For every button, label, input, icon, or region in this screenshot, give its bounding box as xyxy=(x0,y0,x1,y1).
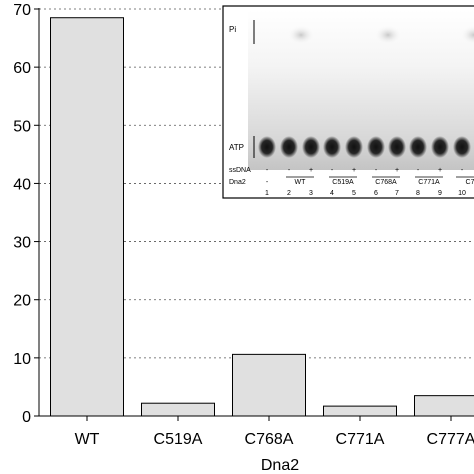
ssdna-signs: - - + - + - + - + - xyxy=(266,167,464,174)
pi-spot xyxy=(374,25,402,45)
pi-label: Pi xyxy=(229,25,236,34)
tlc-gel-inset: Pi ATP ssDNA Dna2 - - + - + - + - + - - WT C519A C76… xyxy=(222,5,474,199)
atp-spot xyxy=(453,136,471,158)
atp-spot xyxy=(280,136,298,158)
atp-spot xyxy=(323,136,341,158)
lane-number: 8 xyxy=(416,190,420,197)
atp-spot xyxy=(431,136,449,158)
dna2-group-label: C519A xyxy=(332,179,354,186)
bar xyxy=(323,405,397,417)
lane-number: 5 xyxy=(352,190,356,197)
atp-label: ATP xyxy=(229,143,244,152)
ssdna-sign: - xyxy=(266,167,269,174)
y-tick-labels: 0 10 20 30 40 50 60 70 xyxy=(13,2,39,426)
lane-number: 2 xyxy=(287,190,291,197)
y-tick-label: 0 xyxy=(22,409,31,426)
lane-number: 7 xyxy=(395,190,399,197)
dna2-group-label: C7 xyxy=(466,179,474,186)
x-category-label: C768A xyxy=(245,431,294,448)
ssdna-sign: + xyxy=(395,167,399,174)
atp-spot xyxy=(345,136,363,158)
lane-number: 9 xyxy=(438,190,442,197)
x-category-label: C777A xyxy=(427,431,474,448)
atp-spot xyxy=(258,136,276,158)
lane-numbers: 1 2 3 4 5 6 7 8 9 10 xyxy=(265,190,466,197)
atp-spot xyxy=(388,136,406,158)
lane-number: 6 xyxy=(374,190,378,197)
dna2-groups: - WT C519A C768A C771A C7 xyxy=(266,176,474,186)
y-tick-label: 30 xyxy=(13,235,31,252)
dna2-group-label: WT xyxy=(295,179,307,186)
ssdna-sign: + xyxy=(352,167,356,174)
ssdna-sign: + xyxy=(438,167,442,174)
lane-number: 3 xyxy=(309,190,313,197)
bar xyxy=(232,353,306,417)
ssdna-sign: - xyxy=(461,167,464,174)
ssdna-row-label: ssDNA xyxy=(229,167,251,174)
gel-lanes xyxy=(258,25,474,158)
x-category-label: WT xyxy=(75,431,100,448)
y-tick-label: 10 xyxy=(13,351,31,368)
y-tick-label: 60 xyxy=(13,60,31,77)
atp-spot xyxy=(409,136,427,158)
atp-spot xyxy=(367,136,385,158)
x-axis-title: Dna2 xyxy=(261,457,299,474)
y-tick-label: 20 xyxy=(13,293,31,310)
dna2-group-label: C768A xyxy=(375,179,397,186)
y-tick-label: 70 xyxy=(13,2,31,19)
y-tick-label: 50 xyxy=(13,118,31,135)
dna2-row-label: Dna2 xyxy=(229,179,246,186)
y-tick-label: 40 xyxy=(13,176,31,193)
ssdna-sign: - xyxy=(288,167,291,174)
pi-spot xyxy=(287,25,315,45)
bar xyxy=(50,17,124,417)
dna2-group-label: - xyxy=(266,179,269,186)
pi-spot xyxy=(460,25,474,45)
x-category-labels: WT C519A C768A C771A C777A xyxy=(75,416,474,448)
bar xyxy=(414,395,474,417)
ssdna-sign: - xyxy=(331,167,334,174)
bars xyxy=(50,17,474,417)
x-category-label: C519A xyxy=(154,431,203,448)
axes xyxy=(38,8,474,417)
lane-number: 1 xyxy=(265,190,269,197)
bar xyxy=(141,402,215,417)
ssdna-sign: - xyxy=(417,167,420,174)
lane-number: 10 xyxy=(458,190,466,197)
x-category-label: C771A xyxy=(336,431,385,448)
dna2-group-label: C771A xyxy=(418,179,440,186)
atp-spot xyxy=(302,136,320,158)
ssdna-sign: + xyxy=(309,167,313,174)
lane-number: 4 xyxy=(330,190,334,197)
ssdna-sign: - xyxy=(375,167,378,174)
